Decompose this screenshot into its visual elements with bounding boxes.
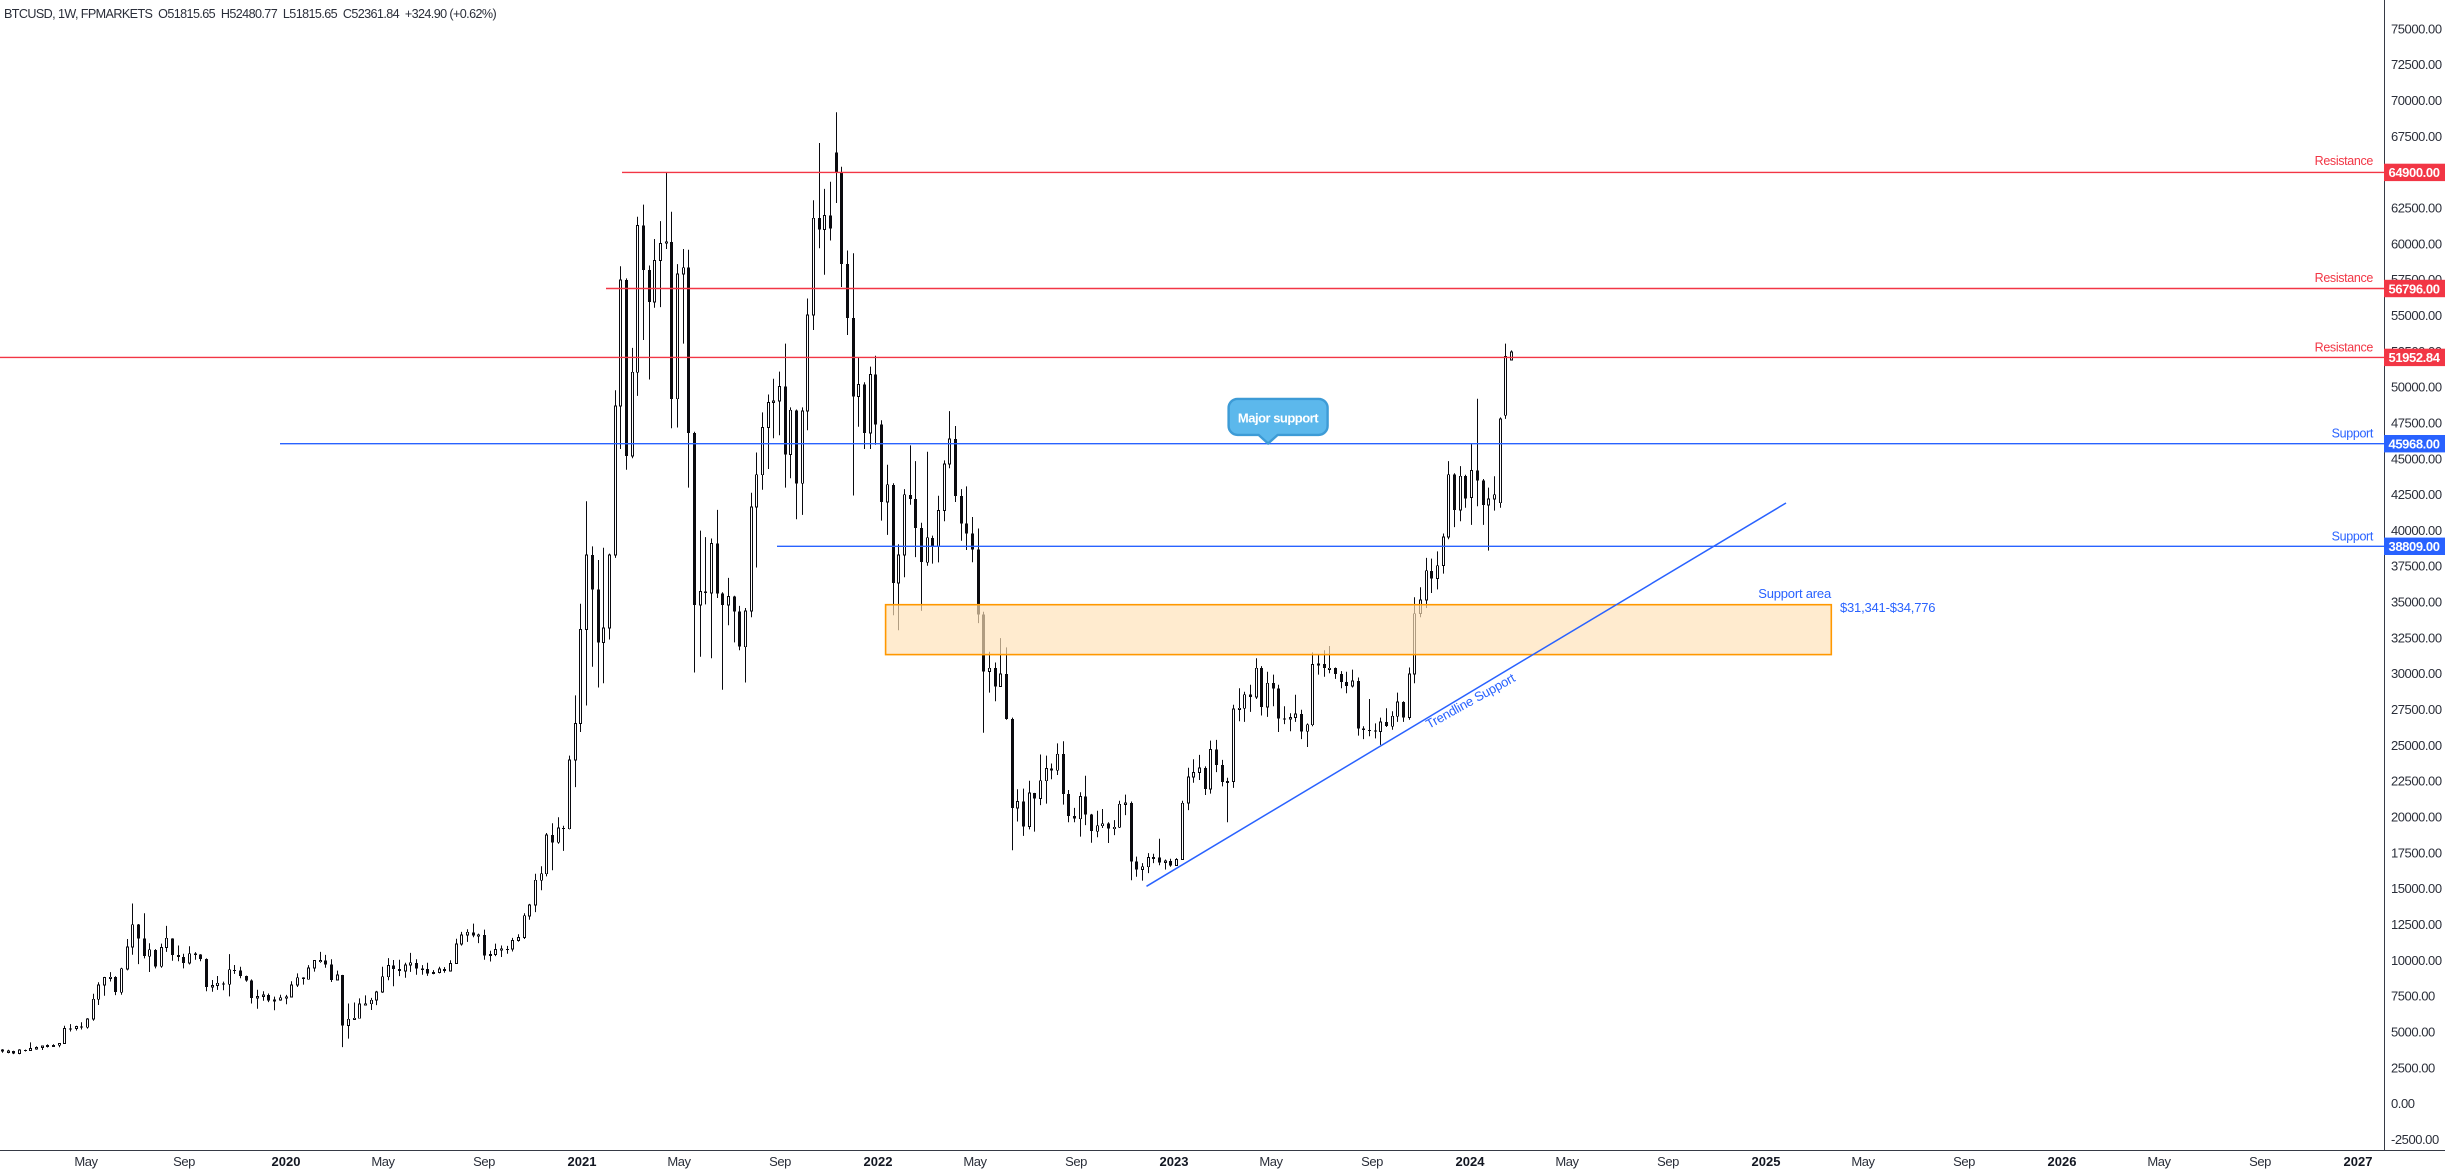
svg-text:BTCUSD, 1W, FPMARKETS O51815.: BTCUSD, 1W, FPMARKETS O51815.65 H52480.7… (4, 7, 496, 21)
svg-text:May: May (1555, 1154, 1579, 1169)
svg-text:40000.00: 40000.00 (2391, 523, 2442, 538)
svg-text:30000.00: 30000.00 (2391, 666, 2442, 681)
svg-text:2024: 2024 (1456, 1154, 1486, 1169)
svg-text:35000.00: 35000.00 (2391, 595, 2442, 610)
svg-text:May: May (2147, 1154, 2171, 1169)
svg-text:67500.00: 67500.00 (2391, 129, 2442, 144)
svg-text:45000.00: 45000.00 (2391, 451, 2442, 466)
svg-text:25000.00: 25000.00 (2391, 738, 2442, 753)
svg-text:Support: Support (2332, 530, 2374, 544)
svg-text:Resistance: Resistance (2315, 154, 2374, 168)
svg-text:2025: 2025 (1752, 1154, 1781, 1169)
svg-text:Sep: Sep (473, 1154, 495, 1169)
svg-text:Sep: Sep (2249, 1154, 2271, 1169)
svg-text:2500.00: 2500.00 (2391, 1060, 2435, 1075)
svg-text:45968.00: 45968.00 (2389, 437, 2440, 452)
svg-text:20000.00: 20000.00 (2391, 810, 2442, 825)
svg-text:51952.84: 51952.84 (2389, 350, 2441, 365)
svg-text:12500.00: 12500.00 (2391, 917, 2442, 932)
svg-text:Resistance: Resistance (2315, 341, 2374, 355)
svg-text:75000.00: 75000.00 (2391, 21, 2442, 36)
svg-text:May: May (371, 1154, 395, 1169)
svg-text:62500.00: 62500.00 (2391, 201, 2442, 216)
svg-text:56796.00: 56796.00 (2389, 281, 2440, 296)
svg-text:-2500.00: -2500.00 (2391, 1132, 2439, 1147)
svg-text:64900.00: 64900.00 (2389, 165, 2440, 180)
svg-text:27500.00: 27500.00 (2391, 702, 2442, 717)
svg-text:5000.00: 5000.00 (2391, 1025, 2435, 1040)
svg-text:55000.00: 55000.00 (2391, 308, 2442, 323)
svg-text:Resistance: Resistance (2315, 271, 2374, 285)
svg-text:37500.00: 37500.00 (2391, 559, 2442, 574)
svg-text:2023: 2023 (1160, 1154, 1189, 1169)
svg-text:22500.00: 22500.00 (2391, 774, 2442, 789)
svg-text:0.00: 0.00 (2391, 1096, 2415, 1111)
svg-text:$31,341-$34,776: $31,341-$34,776 (1840, 600, 1935, 615)
svg-text:May: May (667, 1154, 691, 1169)
svg-text:Major support: Major support (1238, 411, 1319, 426)
svg-text:32500.00: 32500.00 (2391, 630, 2442, 645)
svg-text:Sep: Sep (1657, 1154, 1679, 1169)
svg-text:2021: 2021 (568, 1154, 597, 1169)
svg-text:60000.00: 60000.00 (2391, 236, 2442, 251)
svg-text:May: May (1259, 1154, 1283, 1169)
svg-text:Sep: Sep (173, 1154, 195, 1169)
svg-text:2020: 2020 (272, 1154, 301, 1169)
svg-text:47500.00: 47500.00 (2391, 415, 2442, 430)
svg-text:Support area: Support area (1758, 586, 1832, 601)
svg-text:May: May (963, 1154, 987, 1169)
svg-text:Sep: Sep (1953, 1154, 1975, 1169)
svg-text:2027: 2027 (2344, 1154, 2373, 1169)
svg-text:Sep: Sep (1065, 1154, 1087, 1169)
svg-text:Support: Support (2332, 427, 2374, 441)
svg-text:38809.00: 38809.00 (2389, 539, 2440, 554)
svg-text:2026: 2026 (2048, 1154, 2077, 1169)
svg-text:10000.00: 10000.00 (2391, 953, 2442, 968)
svg-text:17500.00: 17500.00 (2391, 845, 2442, 860)
svg-text:Sep: Sep (769, 1154, 791, 1169)
svg-text:Sep: Sep (1361, 1154, 1383, 1169)
svg-text:72500.00: 72500.00 (2391, 57, 2442, 72)
svg-text:May: May (74, 1154, 98, 1169)
svg-text:May: May (1851, 1154, 1875, 1169)
svg-text:2022: 2022 (864, 1154, 893, 1169)
svg-text:15000.00: 15000.00 (2391, 881, 2442, 896)
svg-text:70000.00: 70000.00 (2391, 93, 2442, 108)
svg-text:42500.00: 42500.00 (2391, 487, 2442, 502)
svg-text:50000.00: 50000.00 (2391, 380, 2442, 395)
svg-text:7500.00: 7500.00 (2391, 989, 2435, 1004)
